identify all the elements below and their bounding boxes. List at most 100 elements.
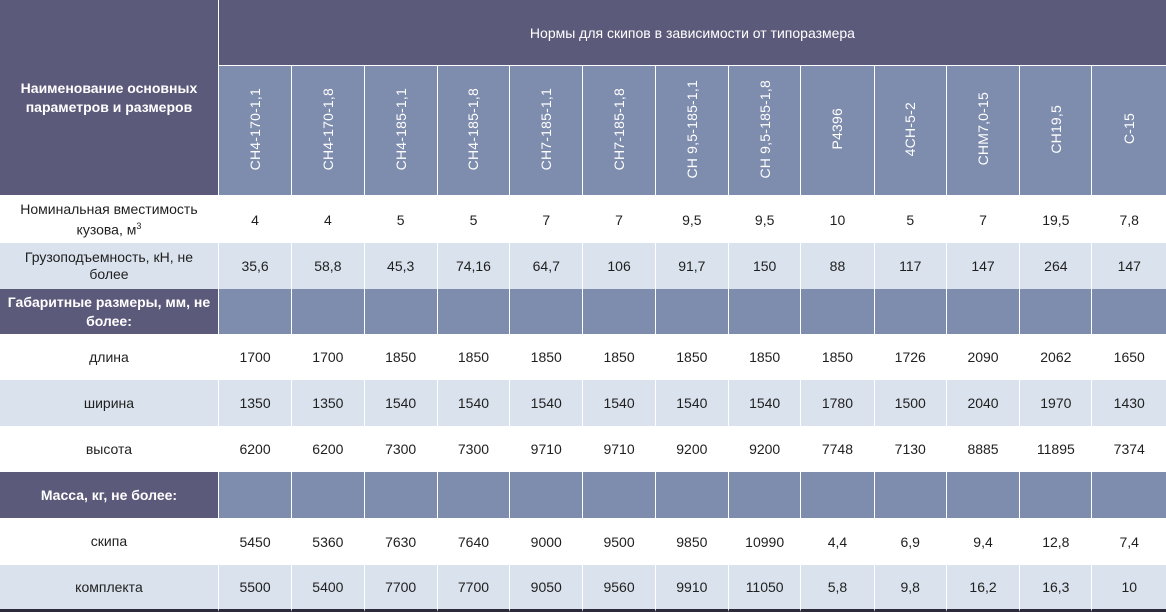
table-row: длина 1700 1700 1850 1850 1850 1850 1850… [0,334,1166,380]
table-cell [510,289,584,334]
table-cell: 1850 [583,334,656,380]
table-cell: 16,2 [946,565,1021,612]
section-label: Габаритные размеры, мм, не более: [0,289,219,334]
model-name: СНМ7,0-15 [975,92,992,166]
table-cell: 1540 [437,380,511,426]
table-cell [655,472,729,518]
model-header: СН7-185-1,1 [510,66,584,196]
table-cell: 9560 [583,565,656,612]
table-cell: 74,16 [437,243,511,289]
table-cell [874,289,947,334]
table-cell [292,472,365,518]
table-cell: 9710 [583,426,656,472]
row-label: комплекта [0,565,219,612]
table-cell: 1700 [218,334,293,380]
model-name: С-15 [1121,113,1138,145]
model-header: СН4-170-1,8 [292,66,365,196]
table-cell: 106 [583,243,656,289]
table-row: Грузоподъемность, кН, не более 35,6 58,8… [0,243,1166,289]
table-cell [583,289,656,334]
table-row: высота 6200 6200 7300 7300 9710 9710 920… [0,426,1166,472]
table-cell: 1540 [364,380,438,426]
model-header: С-15 [1092,66,1166,196]
row-label: Номинальная вместимость кузова, м3 [0,196,219,243]
model-header: СН 9,5-185-1,1 [655,66,729,196]
table-cell [729,472,802,518]
table-cell: 16,3 [1020,565,1093,612]
table-cell: 150 [729,243,802,289]
table-cell [729,289,802,334]
table-cell: 7 [510,196,584,243]
table-cell: 7700 [437,565,511,612]
table-cell: 1650 [1092,334,1166,380]
model-name: СН 9,5-185-1,1 [683,79,700,179]
table-cell: 9,8 [874,565,947,612]
table-cell [946,289,1021,334]
table-cell [874,472,947,518]
table-cell: 1540 [510,380,584,426]
table-cell: 6,9 [874,518,947,565]
table-cell: 58,8 [292,243,365,289]
model-name: Р4396 [829,108,846,150]
table-cell: 2090 [946,334,1021,380]
table-cell: 5360 [292,518,365,565]
group-header: Нормы для скипов в зависимости от типора… [218,0,1166,66]
table-cell: 9500 [583,518,656,565]
table-cell: 1540 [583,380,656,426]
table-cell [218,289,293,334]
model-name: СН 9,5-185-1,8 [756,79,773,179]
table-cell: 1850 [510,334,584,380]
table-cell: 1850 [801,334,875,380]
model-name: СН19,5 [1047,104,1064,154]
table-cell: 7700 [364,565,438,612]
table-cell: 1430 [1092,380,1166,426]
table-cell: 35,6 [218,243,293,289]
model-name: СН4-185-1,1 [392,87,409,171]
table-cell [292,289,365,334]
section-row: Масса, кг, не более: [0,472,1166,518]
row-label: длина [0,334,219,380]
model-header: СНМ7,0-15 [946,66,1021,196]
table-cell [510,472,584,518]
table-cell: 5 [364,196,438,243]
table-cell: 147 [1092,243,1166,289]
table-cell [437,472,511,518]
table-cell: 264 [1020,243,1093,289]
model-header: СН 9,5-185-1,8 [729,66,802,196]
table-cell: 7748 [801,426,875,472]
table-cell: 6200 [218,426,293,472]
table-row: комплекта 5500 5400 7700 7700 9050 9560 … [0,565,1166,612]
model-name: СН4-170-1,1 [247,87,264,171]
table-row: Номинальная вместимость кузова, м3 4 4 5… [0,196,1166,243]
table-cell: 11050 [729,565,802,612]
table-cell: 91,7 [655,243,729,289]
table-cell: 5 [437,196,511,243]
table-cell: 1350 [292,380,365,426]
table-cell: 19,5 [1020,196,1093,243]
table-cell: 10990 [729,518,802,565]
model-header: СН4-170-1,1 [218,66,293,196]
table-cell: 7374 [1092,426,1166,472]
table-cell: 8885 [946,426,1021,472]
model-header: Р4396 [801,66,875,196]
table-cell: 117 [874,243,947,289]
table-cell [1020,472,1093,518]
table-cell: 9,5 [729,196,802,243]
table-cell [1092,472,1166,518]
model-header: СН7-185-1,8 [583,66,656,196]
table-cell: 5450 [218,518,293,565]
table-cell [1092,289,1166,334]
table-cell: 5500 [218,565,293,612]
table-row: скипа 5450 5360 7630 7640 9000 9500 9850… [0,518,1166,565]
table-cell: 64,7 [510,243,584,289]
table-cell: 1350 [218,380,293,426]
table-cell [801,289,875,334]
table-cell: 1970 [1020,380,1093,426]
table-cell [1020,289,1093,334]
table-cell: 4 [218,196,293,243]
table-cell: 5400 [292,565,365,612]
table-cell: 11895 [1020,426,1093,472]
model-name: 4СН-5-2 [902,101,919,157]
table-cell: 4,4 [801,518,875,565]
table-cell [801,472,875,518]
